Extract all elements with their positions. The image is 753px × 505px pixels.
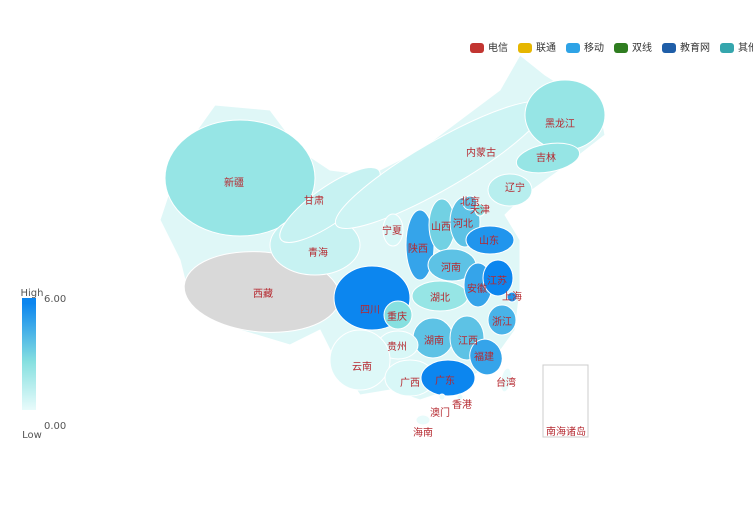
province-label: 广东 — [435, 374, 455, 387]
legend-label[interactable]: 联通 — [536, 42, 556, 54]
visual-map-min: 0.00 — [44, 421, 66, 432]
province-label: 山东 — [479, 234, 499, 247]
province-label: 福建 — [474, 350, 494, 363]
province-label: 青海 — [308, 246, 328, 259]
visual-map-low: Low — [22, 430, 42, 441]
province-label: 西藏 — [253, 288, 273, 300]
province[interactable] — [465, 225, 515, 255]
province-label: 云南 — [352, 360, 372, 373]
legend-label[interactable]: 电信 — [488, 41, 508, 54]
province-label: 山西 — [431, 221, 451, 233]
inset-box — [542, 364, 589, 438]
province-label: 海南 — [413, 426, 433, 439]
province[interactable] — [164, 119, 316, 237]
province-label: 湖北 — [430, 292, 450, 304]
legend-swatch[interactable] — [662, 43, 676, 53]
province[interactable] — [438, 393, 446, 401]
province-label: 吉林 — [536, 151, 556, 164]
province-label: 天津 — [470, 204, 490, 216]
province-label: 广西 — [400, 377, 420, 389]
legend-label[interactable]: 教育网 — [680, 41, 710, 54]
visual-map-high: High — [21, 288, 44, 299]
province[interactable] — [382, 213, 404, 247]
province[interactable] — [420, 359, 476, 397]
province[interactable] — [456, 393, 464, 401]
province[interactable] — [415, 414, 431, 426]
province-label: 宁夏 — [382, 224, 402, 237]
province-label: 台湾 — [496, 376, 516, 389]
province-label: 贵州 — [387, 340, 407, 353]
province-label: 河北 — [453, 218, 473, 230]
visual-map-bar — [22, 303, 36, 410]
province-label: 上海 — [502, 290, 522, 303]
province[interactable] — [514, 139, 582, 178]
province-label: 辽宁 — [505, 181, 525, 194]
province-label: 浙江 — [492, 316, 512, 328]
province[interactable] — [462, 195, 478, 211]
province-label: 江苏 — [487, 274, 507, 287]
legend-label[interactable]: 双线 — [632, 41, 652, 54]
legend-label[interactable]: 移动 — [584, 41, 604, 54]
province-label: 内蒙古 — [466, 146, 496, 159]
province-label: 甘肃 — [304, 194, 324, 207]
province[interactable] — [487, 173, 533, 207]
province-label: 湖南 — [424, 334, 444, 347]
province[interactable] — [499, 367, 513, 393]
province-label: 安徽 — [467, 282, 487, 295]
province[interactable] — [487, 304, 517, 336]
legend-swatch[interactable] — [614, 43, 628, 53]
inset-label: 南海诸岛 — [546, 425, 586, 438]
province-label: 北京 — [460, 195, 480, 208]
province[interactable] — [524, 79, 606, 151]
legend-swatch[interactable] — [470, 43, 484, 53]
province[interactable] — [474, 203, 486, 217]
province-label: 重庆 — [387, 310, 407, 323]
visual-map-handle[interactable] — [22, 298, 36, 304]
province-label: 香港 — [452, 399, 472, 411]
legend-swatch[interactable] — [566, 43, 580, 53]
province-label: 澳门 — [430, 406, 450, 419]
visual-map-max: 6.00 — [44, 294, 66, 305]
province[interactable] — [383, 300, 413, 330]
province[interactable] — [506, 291, 518, 303]
province-label: 陕西 — [408, 242, 428, 255]
legend-swatch[interactable] — [518, 43, 532, 53]
province-label: 江西 — [458, 335, 478, 347]
province[interactable] — [482, 259, 514, 297]
province-label: 河南 — [441, 261, 461, 274]
province[interactable] — [465, 335, 507, 380]
legend-label[interactable]: 其他 — [738, 41, 753, 54]
province-label: 四川 — [360, 305, 380, 316]
legend-swatch[interactable] — [720, 43, 734, 53]
province-label: 黑龙江 — [545, 117, 575, 130]
province[interactable] — [329, 329, 391, 391]
province-label: 新疆 — [224, 176, 244, 189]
